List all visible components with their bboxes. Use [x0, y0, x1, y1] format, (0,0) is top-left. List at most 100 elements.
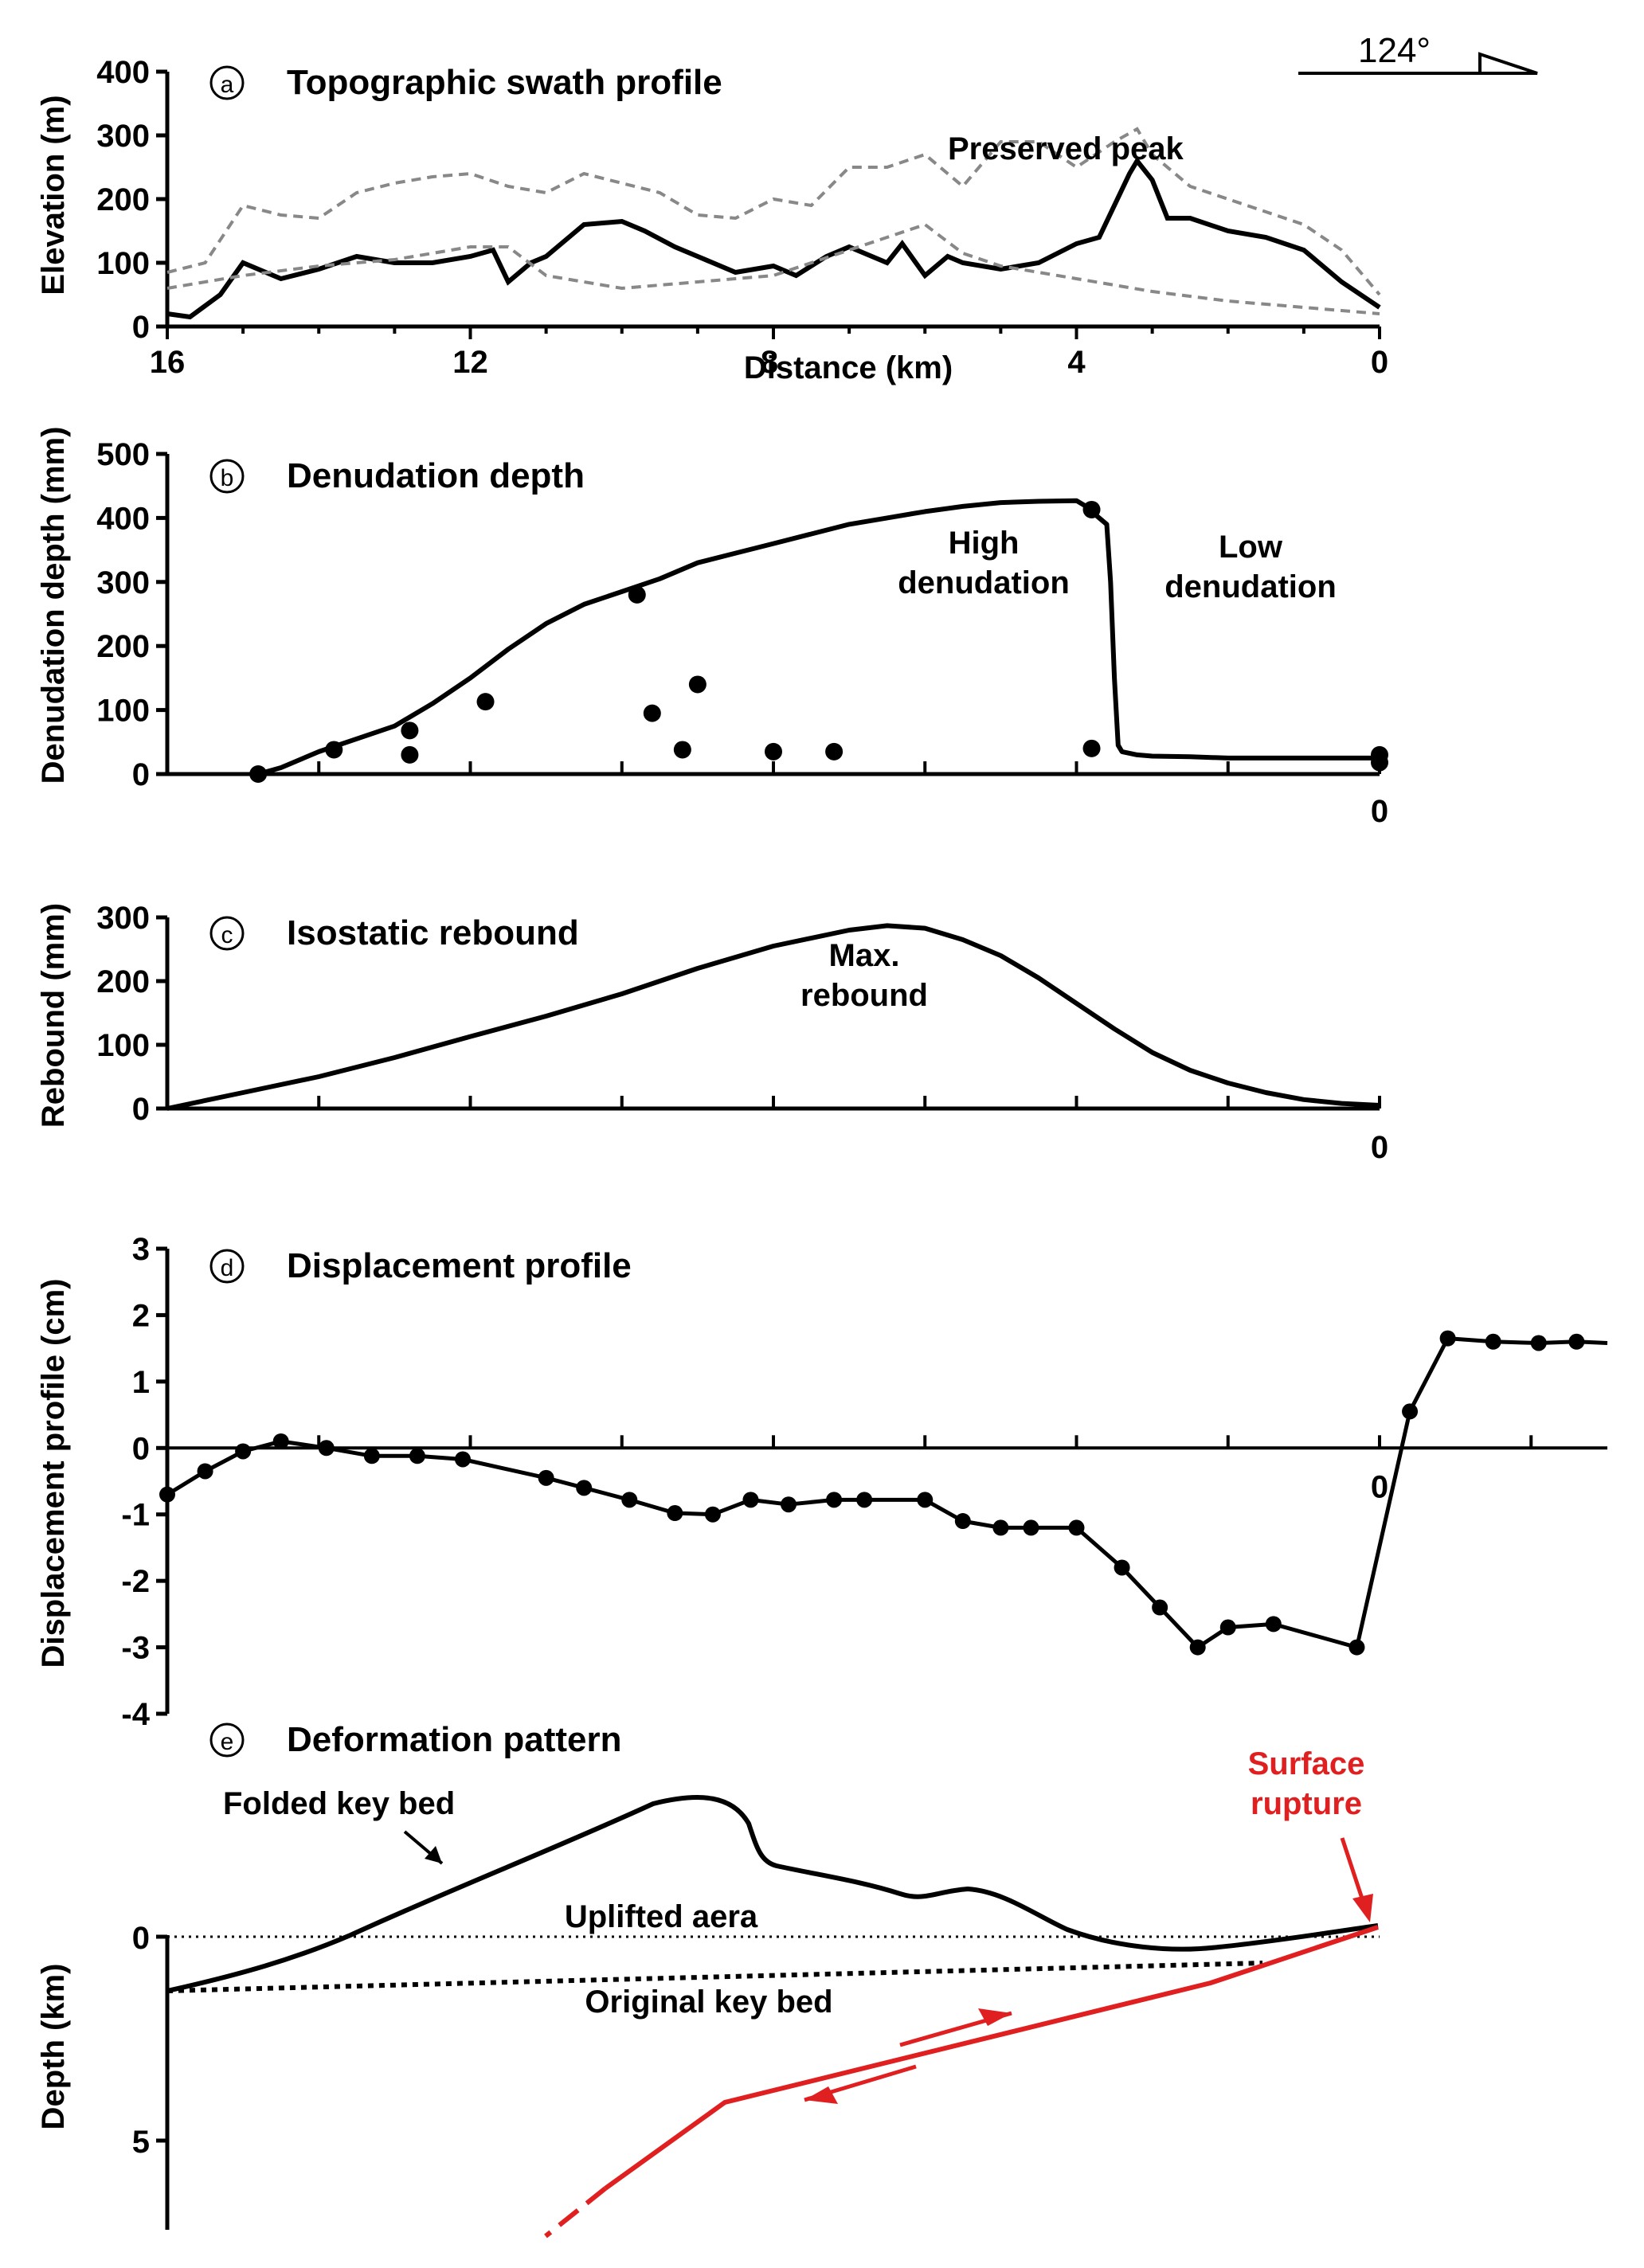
panel-d-point	[1265, 1616, 1282, 1633]
panel-d-x-tick-label: 0	[1371, 1469, 1388, 1504]
panel-a: a Topographic swath profile Elevation (m…	[36, 55, 1388, 385]
panel-d-point	[1189, 1639, 1206, 1656]
panel-b-y-tick-label: 0	[132, 757, 150, 792]
panel-b-point	[1082, 739, 1101, 757]
panel-b-point	[401, 745, 419, 764]
panel-d-point	[1068, 1519, 1085, 1536]
panel-b-point	[628, 585, 646, 604]
panel-b-curve	[257, 498, 1380, 776]
panel-d-point	[235, 1443, 252, 1460]
panel-d-badge	[209, 1249, 245, 1284]
panel-d-point	[159, 1486, 175, 1503]
panel-d-point	[826, 1492, 843, 1508]
panel-d-y-tick-label: -1	[121, 1498, 150, 1533]
panel-d-point	[1114, 1559, 1130, 1576]
panel-d-y-tick-label: -2	[121, 1564, 150, 1599]
panel-b-badge	[209, 459, 245, 494]
label-original-key-bed: Original key bed	[585, 1984, 832, 2020]
panel-d-y-tick-label: -4	[121, 1697, 150, 1732]
panel-d-point	[197, 1463, 213, 1480]
panel-d-point	[1439, 1330, 1456, 1347]
panel-b-series	[249, 498, 1388, 783]
panel-a-y-tick-label: 300	[96, 119, 150, 154]
panel-a-title: Topographic swath profile	[287, 63, 722, 102]
surface-rupture-pointer	[1340, 1837, 1366, 1904]
panel-d-point	[1023, 1519, 1039, 1536]
panel-d-y-tick-label: 0	[132, 1431, 150, 1466]
panel-d-line	[166, 1336, 1577, 1650]
panel-c-y-tick-label: 0	[132, 1092, 150, 1127]
panel-e: e Deformation pattern Depth (km) 0 5 Fol…	[36, 1720, 1380, 2239]
orientation-label: 124°	[1358, 31, 1431, 70]
panel-d-point	[454, 1451, 471, 1468]
slip-arrow-up-icon	[978, 2008, 1012, 2026]
arrowhead-icon	[1478, 52, 1538, 75]
panel-a-x-tick-label: 4	[1067, 345, 1086, 380]
panel-b-point	[476, 693, 495, 711]
panel-c-y-tick-label: 300	[96, 901, 150, 936]
panel-a-series	[166, 127, 1381, 320]
panel-b-y-label: Denudation depth (mm)	[36, 427, 71, 784]
fault-line	[604, 1925, 1379, 2191]
panel-b-annotation-high-1: High	[949, 526, 1020, 561]
panel-e-tick-label-0: 0	[132, 1921, 150, 1956]
slip-arrow-upper	[899, 2008, 1012, 2047]
panel-c-annotation-max-1: Max.	[829, 938, 900, 973]
panel-b-point	[765, 742, 782, 761]
panel-c-series	[166, 923, 1380, 1111]
panel-e-letter: e	[221, 1729, 234, 1755]
panel-d-point	[1152, 1599, 1168, 1616]
panel-d-axes: -4 -3 -2 -1 0 1 2 3 0	[121, 1232, 1607, 1732]
panel-a-x-tick-label: 16	[150, 345, 186, 380]
panel-d-y-label: Displacement profile (cm)	[36, 1278, 71, 1668]
panel-c-letter: c	[221, 922, 233, 948]
panel-b-point	[1371, 753, 1388, 772]
panel-b-point	[825, 742, 844, 761]
panel-d-point	[576, 1480, 593, 1496]
panel-d-y-tick-label: 1	[132, 1365, 150, 1400]
panel-d-point	[954, 1513, 971, 1530]
panel-a-y-tick-label: 400	[96, 55, 150, 90]
panel-c-y-tick-label: 200	[96, 964, 150, 999]
panel-d: d Displacement profile Displacement prof…	[36, 1232, 1608, 1732]
panel-d-point	[917, 1492, 934, 1508]
panel-e-tick-label-5: 5	[132, 2125, 150, 2160]
panel-a-x-tick-label: 8	[761, 345, 778, 380]
label-surface-rupture-1: Surface	[1248, 1746, 1365, 1781]
panel-c-y-tick-label: 100	[96, 1028, 150, 1063]
panel-a-y-tick-label: 100	[96, 246, 150, 281]
panel-d-point	[621, 1492, 638, 1508]
panel-b-axes: 0 100 200 300 400 500 0	[96, 437, 1388, 829]
panel-b-y-tick-label: 400	[96, 501, 150, 536]
panel-e-badge	[209, 1723, 245, 1758]
panel-d-title: Displacement profile	[287, 1246, 632, 1285]
panel-a-letter: a	[221, 72, 234, 98]
panel-d-series	[159, 1330, 1608, 1656]
panel-b-point	[688, 675, 707, 694]
panel-e-title: Deformation pattern	[287, 1720, 621, 1759]
panel-d-point	[856, 1492, 873, 1508]
panel-c-axes: 0 100 200 300 0	[96, 901, 1388, 1165]
label-surface-rupture-2: rupture	[1251, 1786, 1362, 1821]
panel-d-point	[1485, 1333, 1501, 1350]
panel-c: c Isostatic rebound Rebound (mm) 0 100 200…	[36, 901, 1388, 1165]
panel-d-point	[1219, 1619, 1236, 1636]
panel-d-point	[667, 1505, 683, 1522]
panel-d-y-tick-label: -3	[121, 1631, 150, 1666]
folded-key-bed-line	[166, 1795, 1379, 1993]
panel-b-point	[249, 765, 268, 783]
label-folded-key-bed: Folded key bed	[223, 1786, 455, 1821]
panel-b-annotation-low-2: denudation	[1164, 569, 1337, 604]
panel-d-point	[272, 1433, 289, 1449]
panel-d-y-tick-label: 3	[132, 1232, 150, 1267]
orientation-indicator: 124°	[1298, 31, 1538, 75]
panel-b: b Denudation depth Denudation depth (mm)…	[36, 427, 1388, 829]
panel-a-y-label: Elevation (m)	[36, 95, 71, 295]
panel-b-point	[1082, 500, 1101, 518]
rupture-arrow-icon	[1352, 1894, 1373, 1922]
panel-a-axes: 0 100 200 300 400 16 12 8 4 0	[96, 55, 1388, 380]
panel-c-badge	[209, 916, 245, 951]
original-key-bed-line	[166, 1961, 1263, 1993]
panel-a-x-tick-label: 0	[1371, 345, 1388, 380]
